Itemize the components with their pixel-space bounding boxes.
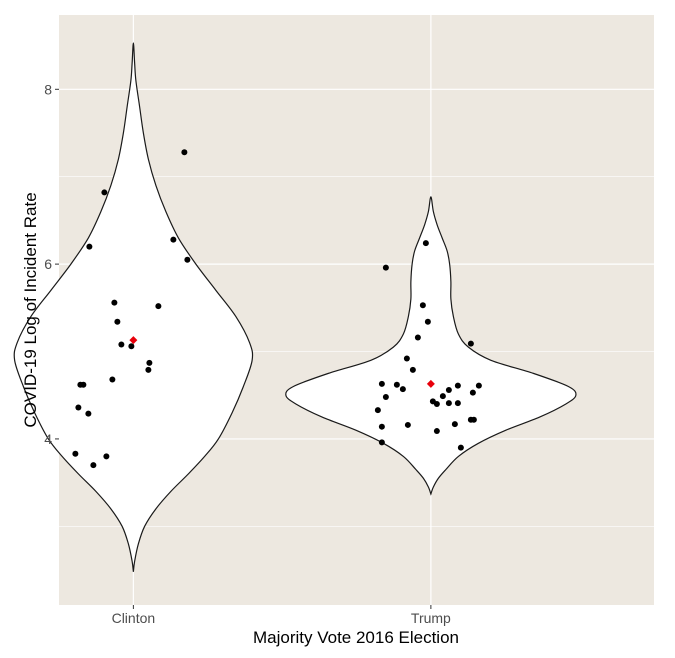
mean-marker-trump	[426, 379, 435, 388]
violin-clinton	[13, 42, 254, 572]
y-axis: 4 6 8	[44, 81, 59, 447]
x-axis-title: Majority Vote 2016 Election	[253, 628, 459, 647]
x-tick-label: Trump	[411, 610, 451, 626]
data-point	[378, 423, 385, 430]
data-point	[77, 381, 84, 388]
data-point	[439, 393, 446, 400]
violin-trump	[285, 196, 577, 496]
data-point	[445, 400, 452, 407]
data-point	[422, 240, 429, 247]
data-point	[399, 386, 406, 393]
data-point	[433, 400, 440, 407]
data-point	[118, 341, 125, 348]
data-point	[145, 366, 152, 373]
data-points	[72, 149, 482, 469]
data-point	[90, 462, 97, 469]
data-point	[155, 303, 162, 310]
y-tick-label: 4	[44, 431, 52, 447]
data-point	[378, 380, 385, 387]
data-point	[146, 359, 153, 366]
violins	[13, 42, 577, 572]
y-axis-title: COVID-19 Log of Incident Rate	[21, 192, 40, 427]
data-point	[382, 393, 389, 400]
data-point	[454, 400, 461, 407]
data-point	[72, 450, 79, 457]
data-point	[419, 302, 426, 309]
data-point	[101, 189, 108, 196]
data-point	[475, 382, 482, 389]
data-point	[403, 355, 410, 362]
data-point	[86, 243, 93, 250]
data-point	[103, 453, 110, 460]
x-tick-label: Clinton	[112, 610, 156, 626]
data-point	[114, 318, 121, 325]
mean-marker-clinton	[129, 336, 138, 345]
data-point	[85, 410, 92, 417]
data-point	[469, 389, 476, 396]
data-point	[109, 376, 116, 383]
data-point	[393, 381, 400, 388]
data-point	[414, 334, 421, 341]
data-point	[181, 149, 188, 156]
y-tick-label: 6	[44, 256, 52, 272]
data-point	[382, 264, 389, 271]
data-point	[404, 421, 411, 428]
data-point	[111, 299, 118, 306]
data-point	[128, 343, 135, 350]
mean-markers	[129, 336, 435, 388]
data-point	[170, 236, 177, 243]
data-point	[409, 366, 416, 373]
data-point	[445, 386, 452, 393]
data-point	[424, 318, 431, 325]
data-point	[433, 428, 440, 435]
data-point	[75, 404, 82, 411]
data-point	[374, 407, 381, 414]
data-point	[454, 382, 461, 389]
data-point	[184, 256, 191, 263]
data-point	[451, 421, 458, 428]
y-tick-label: 8	[44, 81, 52, 97]
x-axis: Clinton Trump	[112, 605, 451, 626]
data-point	[467, 340, 474, 347]
data-point	[470, 416, 477, 423]
data-point	[378, 439, 385, 446]
data-point	[457, 444, 464, 451]
